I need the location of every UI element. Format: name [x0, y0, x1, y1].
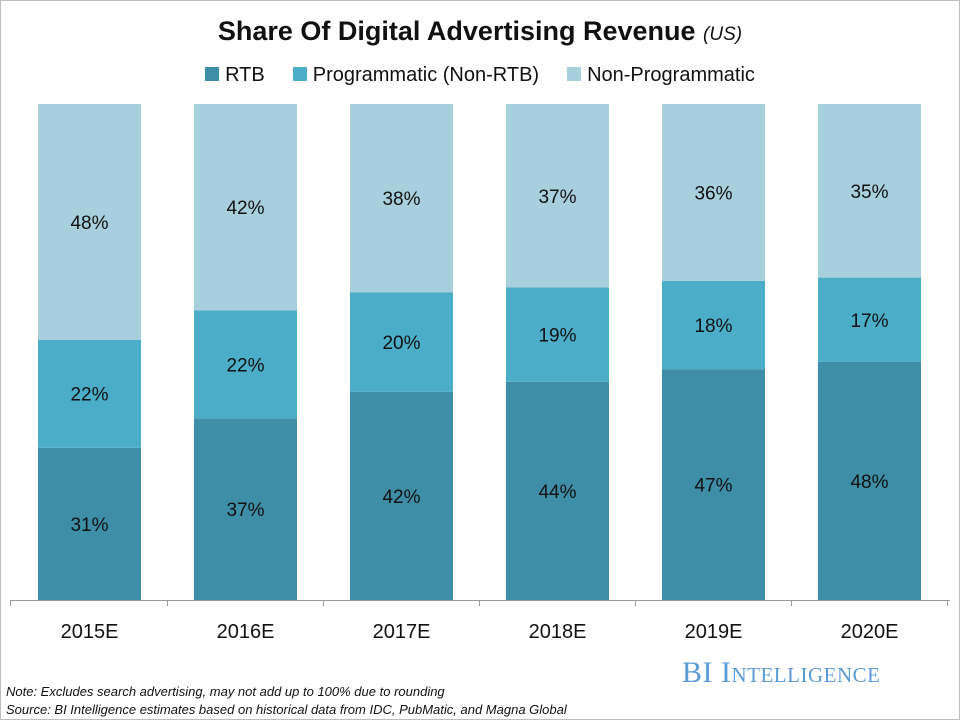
- data-label: 17%: [850, 311, 888, 332]
- legend-swatch: [567, 67, 582, 81]
- bar-segment: [350, 391, 453, 600]
- bar-segment: [194, 418, 297, 600]
- data-label: 44%: [538, 482, 576, 503]
- title-text: Share Of Digital Advertising Revenue: [217, 16, 696, 46]
- legend-item: Programmatic (Non-RTB): [292, 64, 540, 87]
- data-label: 38%: [382, 189, 420, 210]
- data-label: 42%: [382, 487, 420, 508]
- legend-label: Programmatic (Non-RTB): [312, 64, 540, 86]
- bar-segment: [38, 339, 141, 448]
- legend-item: Non-Programmatic: [567, 64, 755, 87]
- legend-item: RTB: [205, 64, 265, 87]
- data-label: 35%: [850, 182, 888, 203]
- data-label: 37%: [226, 500, 264, 521]
- chart-subtitle: (US): [703, 24, 743, 45]
- x-tick-label: 2016E: [217, 621, 275, 643]
- footnotes: Note: Excludes search advertising, may n…: [6, 683, 567, 719]
- source-text: Source: BI Intelligence estimates based …: [6, 702, 567, 717]
- legend-swatch: [292, 67, 307, 81]
- bar-segment: [662, 104, 765, 281]
- data-label: 48%: [70, 213, 108, 234]
- legend: RTB Programmatic (Non-RTB) Non-Programmati…: [0, 64, 960, 87]
- bar-segment: [818, 361, 921, 600]
- data-label: 22%: [226, 355, 264, 376]
- data-label: 48%: [850, 472, 888, 493]
- legend-label: RTB: [225, 64, 265, 86]
- bar-segment: [38, 104, 141, 340]
- bar-segment: [818, 277, 921, 362]
- x-tick-label: 2019E: [685, 621, 743, 643]
- bar-segment: [506, 287, 609, 382]
- bar-segment: [506, 381, 609, 600]
- x-tick-label: 2020E: [841, 621, 899, 643]
- bar-segment: [194, 310, 297, 419]
- x-tick-label: 2015E: [61, 621, 119, 643]
- data-label: 42%: [226, 198, 264, 219]
- bar-segment: [818, 104, 921, 278]
- bar-segment: [662, 280, 765, 370]
- bar-segment: [350, 292, 453, 392]
- data-label: 18%: [694, 316, 732, 337]
- legend-label: Non-Programmatic: [587, 64, 755, 86]
- bar-segment: [38, 447, 141, 600]
- data-label: 19%: [538, 326, 576, 347]
- data-label: 47%: [694, 476, 732, 497]
- data-label: 37%: [538, 187, 576, 208]
- data-label: 36%: [694, 183, 732, 204]
- data-label: 20%: [382, 333, 420, 354]
- data-label: 31%: [70, 515, 108, 536]
- bi-intelligence-logo: BI Intelligence: [682, 656, 881, 689]
- bar-segment: [662, 369, 765, 600]
- data-label: 22%: [70, 385, 108, 406]
- x-tick-label: 2018E: [529, 621, 587, 643]
- bar-segment: [350, 104, 453, 293]
- bar-segment: [506, 104, 609, 288]
- x-tick-label: 2017E: [373, 621, 431, 643]
- chart-title: Share Of Digital Advertising Revenue (US…: [0, 16, 960, 47]
- note-text: Note: Excludes search advertising, may n…: [6, 684, 445, 699]
- legend-swatch: [205, 67, 220, 81]
- bar-segment: [194, 104, 297, 311]
